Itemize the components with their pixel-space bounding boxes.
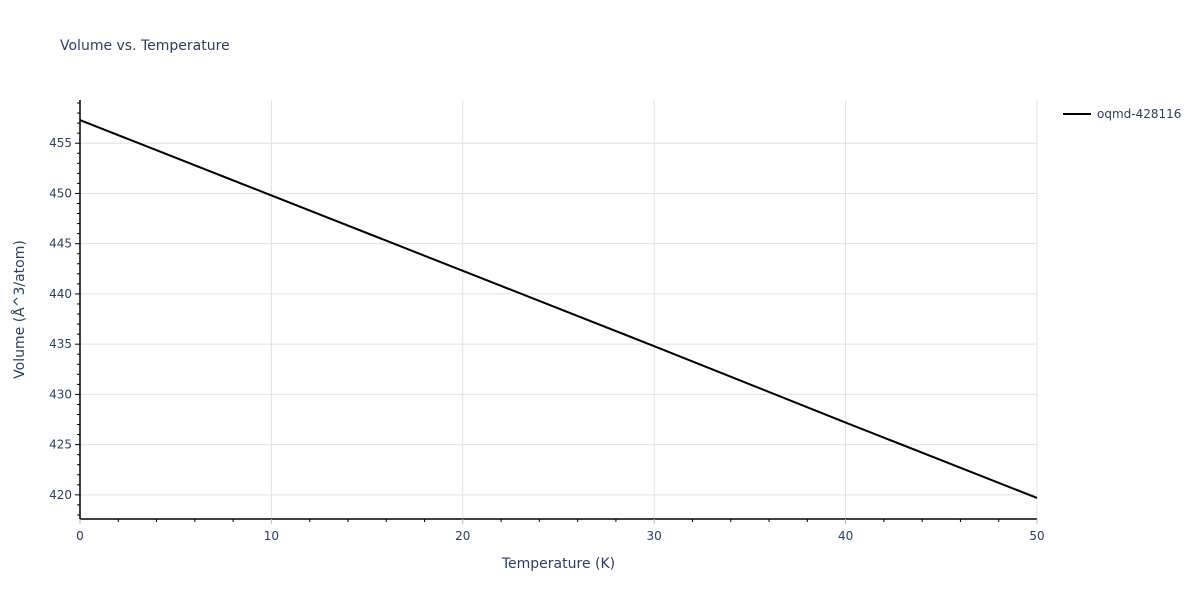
x-tick-label: 40 [838,529,853,543]
x-tick-label: 50 [1029,529,1044,543]
y-tick-label: 440 [49,287,72,301]
x-tick-label: 10 [264,529,279,543]
x-tick-label: 20 [455,529,470,543]
series-line [79,119,1038,499]
y-tick-label: 450 [49,186,72,200]
y-tick-label: 420 [49,488,72,502]
y-tick-label: 430 [49,387,72,401]
chart-title: Volume vs. Temperature [60,38,230,54]
y-tick-label: 455 [49,136,72,150]
x-axis-label: Temperature (K) [501,556,615,572]
x-tick-label: 0 [76,529,84,543]
y-tick-label: 445 [49,237,72,251]
legend-label: oqmd-428116 [1097,107,1181,121]
y-tick-label: 435 [49,337,72,351]
y-axis-label: Volume (Å^3/atom) [11,240,28,379]
x-tick-label: 30 [647,529,662,543]
y-tick-label: 425 [49,438,72,452]
